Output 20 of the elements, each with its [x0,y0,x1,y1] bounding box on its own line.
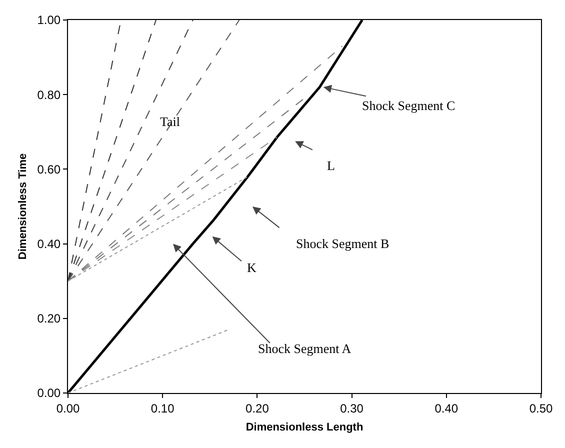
y-tick-label: 0.60 [37,162,61,176]
x-axis-title: Dimensionless Length [246,422,364,434]
y-tick-label: 0.00 [37,386,61,400]
y-tick-label: 0.80 [37,88,61,102]
x-tick-label: 0.10 [150,401,175,416]
annotation: Shock Segment C [362,98,456,113]
x-tick-label: 0.20 [246,401,270,416]
y-tick-label: 1.00 [37,13,61,28]
x-tick-label: 0.40 [434,401,458,416]
x-tick-label: 0.00 [56,401,80,416]
y-axis-title: Dimensionless Time [16,153,29,260]
y-tick-label: 0.20 [37,312,61,326]
annotation: Shock Segment B [296,236,390,251]
annotation: Tail [160,114,180,129]
x-tick-label: 0.30 [340,401,364,416]
annotation: L [327,158,335,173]
annotation: Shock Segment A [258,341,352,356]
x-tick-label: 0.50 [529,401,553,416]
annotation: K [247,260,257,275]
y-tick-label: 0.40 [37,237,61,251]
